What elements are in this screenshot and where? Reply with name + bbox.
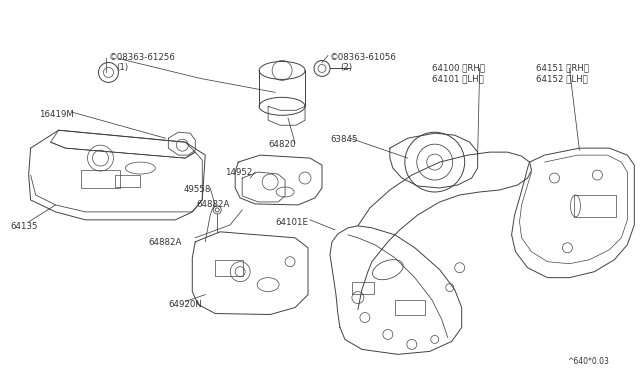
Bar: [395, 299, 425, 314]
Text: 64152 〈LH〉: 64152 〈LH〉: [536, 74, 588, 83]
Text: 63845: 63845: [330, 135, 358, 144]
Bar: [352, 282, 374, 294]
Text: 64920N: 64920N: [168, 299, 202, 309]
Text: ©08363-61256: ©08363-61256: [108, 52, 175, 61]
Text: 14952: 14952: [225, 168, 253, 177]
Text: 64820: 64820: [268, 140, 296, 149]
Text: (2): (2): [340, 64, 352, 73]
Text: 64882A: 64882A: [196, 200, 230, 209]
Text: ©08363-61056: ©08363-61056: [330, 52, 397, 61]
Bar: [575, 195, 616, 217]
Text: 64101E: 64101E: [275, 218, 308, 227]
Text: 64100 〈RH〉: 64100 〈RH〉: [432, 64, 484, 73]
Bar: [215, 260, 243, 276]
Text: 64101 〈LH〉: 64101 〈LH〉: [432, 74, 483, 83]
Text: 64151 〈RH〉: 64151 〈RH〉: [536, 64, 589, 73]
Text: 49558: 49558: [183, 185, 211, 194]
Text: ^640*0.03: ^640*0.03: [568, 357, 609, 366]
Bar: [115, 175, 140, 187]
Text: 16419M: 16419M: [38, 110, 74, 119]
Bar: [81, 170, 120, 188]
Text: 64882A: 64882A: [148, 238, 182, 247]
Text: 64135: 64135: [11, 222, 38, 231]
Text: (1): (1): [116, 64, 129, 73]
